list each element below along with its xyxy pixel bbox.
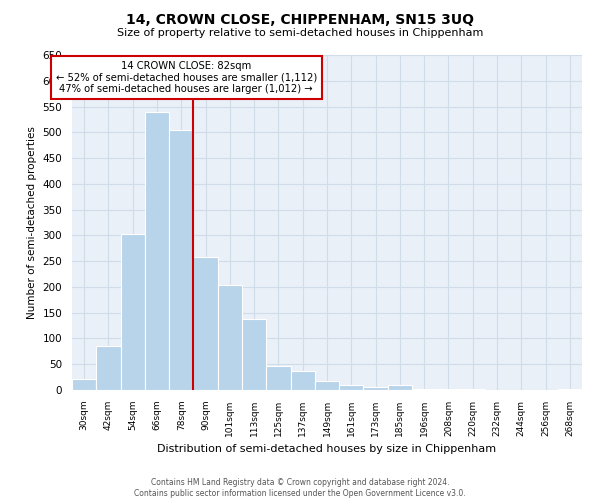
Text: 14 CROWN CLOSE: 82sqm
← 52% of semi-detached houses are smaller (1,112)
47% of s: 14 CROWN CLOSE: 82sqm ← 52% of semi-deta… [56, 61, 317, 94]
Bar [121, 234, 145, 390]
Bar [290, 372, 315, 390]
Bar [193, 257, 218, 390]
Bar [218, 286, 242, 390]
Text: 14, CROWN CLOSE, CHIPPENHAM, SN15 3UQ: 14, CROWN CLOSE, CHIPPENHAM, SN15 3UQ [126, 12, 474, 26]
Bar [169, 130, 193, 390]
Bar [266, 366, 290, 390]
Bar [364, 388, 388, 390]
Bar [145, 112, 169, 390]
Text: Contains HM Land Registry data © Crown copyright and database right 2024.
Contai: Contains HM Land Registry data © Crown c… [134, 478, 466, 498]
Y-axis label: Number of semi-detached properties: Number of semi-detached properties [27, 126, 37, 319]
X-axis label: Distribution of semi-detached houses by size in Chippenham: Distribution of semi-detached houses by … [157, 444, 497, 454]
Bar [339, 385, 364, 390]
Bar [96, 346, 121, 390]
Bar [412, 389, 436, 390]
Bar [242, 319, 266, 390]
Text: Size of property relative to semi-detached houses in Chippenham: Size of property relative to semi-detach… [117, 28, 483, 38]
Bar [388, 385, 412, 390]
Bar [72, 378, 96, 390]
Bar [315, 380, 339, 390]
